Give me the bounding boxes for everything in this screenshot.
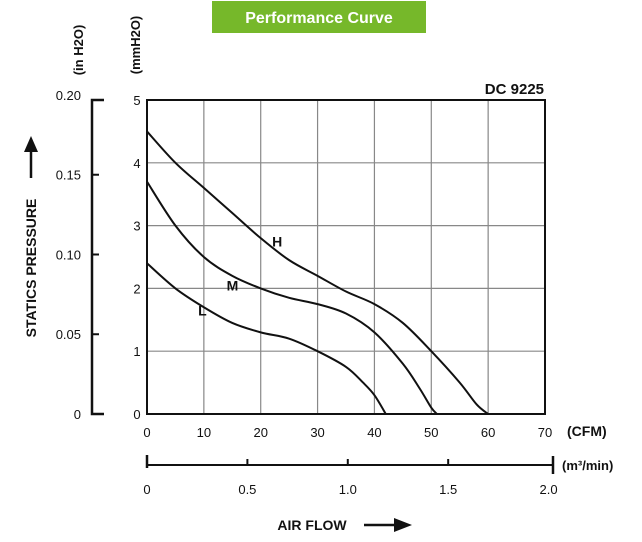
series-line-h [146, 130, 489, 415]
x-axis-arrow-icon [364, 518, 412, 532]
series-layer: H M L [146, 130, 489, 415]
x-tick-cfm: 0 [143, 425, 150, 440]
series-label-h: H [272, 233, 282, 249]
series-label-l: L [198, 302, 207, 318]
y-axis-arrow-icon [24, 136, 38, 178]
series-line-m [146, 181, 438, 415]
x-unit-m3min: (m³/min) [562, 458, 613, 473]
x-unit-cfm: (CFM) [567, 423, 607, 439]
y-tick-inh2o: 0.10 [56, 247, 81, 262]
x-tick-m3min: 1.0 [339, 482, 357, 497]
y-tick-inh2o: 0.20 [56, 88, 81, 103]
series-label-m: M [227, 277, 239, 293]
y-tick-inh2o: 0.05 [56, 327, 81, 342]
x-tick-cfm: 20 [253, 425, 267, 440]
y-tick-inh2o: 0.15 [56, 168, 81, 183]
y-tick-inh2o: 0 [74, 407, 81, 422]
x-tick-cfm: 10 [197, 425, 211, 440]
plot-frame [146, 99, 546, 415]
y-unit-inh2o: (in H2O) [71, 25, 86, 76]
y-unit-mmh2o: (mmH2O) [128, 16, 143, 75]
x-tick-cfm: 30 [310, 425, 324, 440]
y-tick-mmh2o: 2 [133, 281, 140, 296]
title-banner [212, 1, 426, 33]
ticks-layer: 0 10 20 30 40 50 60 700 0.5 1.0 1.5 2.001234500.050… [56, 88, 558, 497]
x-tick-cfm: 50 [424, 425, 438, 440]
chart-title: Performance Curve [245, 10, 393, 27]
x-tick-m3min: 0.5 [238, 482, 256, 497]
model-label: DC 9225 [485, 81, 544, 98]
y-tick-mmh2o: 5 [133, 93, 140, 108]
y-tick-mmh2o: 0 [133, 407, 140, 422]
x-tick-cfm: 60 [481, 425, 495, 440]
x-tick-m3min: 0 [143, 482, 150, 497]
y-tick-mmh2o: 1 [133, 344, 140, 359]
inh2o-axis-line [90, 98, 104, 416]
y-tick-mmh2o: 3 [133, 219, 140, 234]
y-tick-mmh2o: 4 [133, 156, 140, 171]
x-tick-cfm: 70 [538, 425, 552, 440]
x-tick-m3min: 2.0 [540, 482, 558, 497]
y-axis-label: STATICS PRESSURE [23, 199, 39, 338]
series-line-l [146, 262, 387, 415]
x-tick-cfm: 40 [367, 425, 381, 440]
x-axis-label: AIR FLOW [277, 517, 347, 533]
x-tick-m3min: 1.5 [439, 482, 457, 497]
